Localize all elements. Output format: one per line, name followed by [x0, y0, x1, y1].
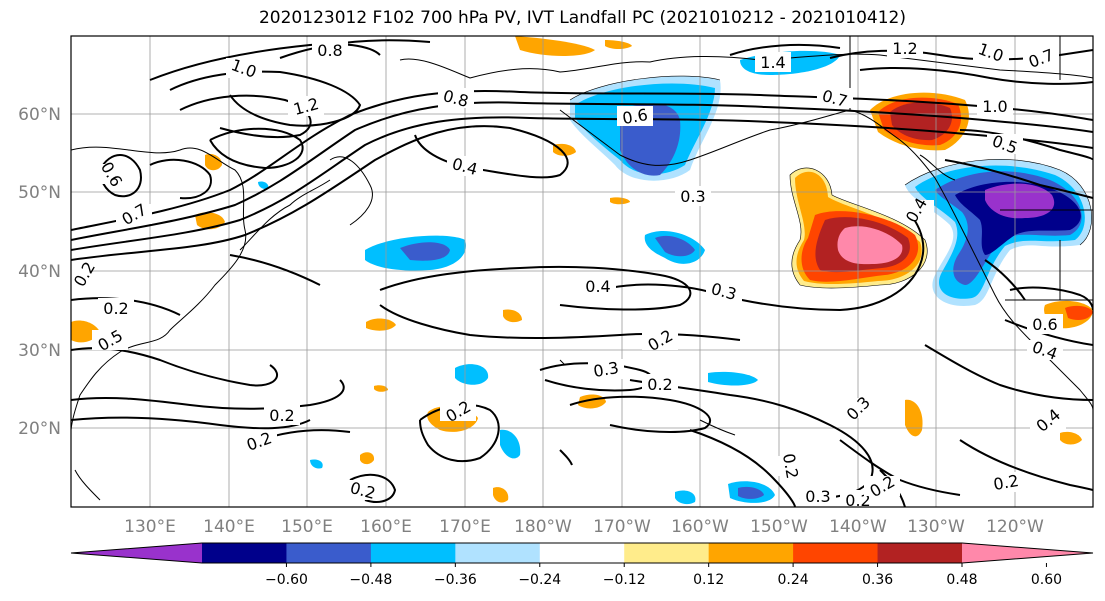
shaded-anomaly-layer [71, 36, 1093, 505]
positive-anomaly-region [610, 197, 630, 205]
colorbar-segment [455, 543, 541, 563]
longitude-label: 150°W [750, 517, 808, 537]
colorbar-tick-label: 0.36 [862, 572, 893, 588]
map-frame [70, 35, 1094, 508]
colorbar-extend-high [962, 543, 1093, 563]
latitude-label: 60°N [18, 105, 61, 125]
contour-label: 1.0 [982, 97, 1007, 116]
colorbar-segment [793, 543, 879, 563]
contour-label: 0.2 [269, 406, 294, 425]
latitude-label: 40°N [18, 262, 61, 282]
colorbar-segment [539, 543, 625, 563]
positive-anomaly-region [837, 226, 903, 265]
negative-anomaly-region [708, 371, 758, 386]
longitude-label: 140°E [203, 517, 255, 537]
contour-label: 0.6 [97, 158, 126, 190]
positive-anomaly-region [374, 385, 388, 392]
colorbar-tick-label: 0.12 [693, 572, 724, 588]
colorbar: −0.60 −0.48 −0.36 −0.24 −0.12 0.12 0.24 0.36 0.4… [70, 542, 1094, 588]
contour-label: 0.2 [779, 452, 802, 480]
contour-label: 0.2 [70, 258, 99, 290]
positive-anomaly-region [360, 452, 375, 465]
negative-anomaly-region [675, 490, 696, 505]
contour-label: 0.4 [585, 277, 610, 296]
colorbar-tick-label: −0.12 [603, 572, 646, 588]
positive-anomaly-region [503, 309, 522, 323]
contour-label: 0.8 [317, 41, 342, 60]
longitude-label: 130°E [124, 517, 176, 537]
contour-label: 0.6 [1032, 315, 1057, 334]
colorbar-tick-label: −0.48 [349, 572, 392, 588]
colorbar-tick-label: 0.60 [1031, 572, 1062, 588]
contour-label: 1.2 [892, 39, 917, 58]
latitude-axis: 60°N 50°N 40°N 30°N 20°N [18, 105, 61, 439]
negative-anomaly-region [455, 364, 489, 385]
coastlines [71, 36, 1093, 501]
contour-label: 0.2 [992, 471, 1020, 494]
longitude-label: 150°E [281, 517, 333, 537]
contour-label-group: 0.8 1.0 1.2 0.8 0.6 0.4 0.3 1.4 1.2 1.0 … [70, 38, 1066, 510]
contour-label: 0.4 [1032, 405, 1064, 436]
longitude-label: 160°E [360, 517, 412, 537]
positive-anomaly-region [493, 487, 509, 503]
colorbar-outline [70, 542, 1094, 564]
colorbar-segment [202, 543, 287, 563]
contour-label: 0.3 [680, 187, 705, 206]
negative-anomaly-region [310, 459, 323, 469]
colorbar-segment [370, 543, 456, 563]
colorbar-tick-label: −0.60 [265, 572, 308, 588]
contour-label: 0.3 [843, 393, 874, 424]
negative-anomaly-region [400, 242, 450, 261]
positive-anomaly-region [1060, 431, 1082, 445]
longitude-label: 130°W [907, 517, 965, 537]
contour-label: 1.4 [760, 53, 785, 72]
longitude-label: 140°W [829, 517, 887, 537]
colorbar-segment [708, 543, 794, 563]
colorbar-tick-label: 0.48 [946, 572, 977, 588]
contour-label: 0.3 [805, 487, 830, 506]
contour-label: 0.3 [592, 358, 620, 381]
positive-anomaly-region [515, 36, 595, 56]
negative-anomaly-region [258, 181, 269, 190]
latitude-label: 50°N [18, 183, 61, 203]
colorbar-segment [624, 543, 710, 563]
colorbar-extend-low [71, 543, 202, 563]
colorbar-tick-label: −0.24 [518, 572, 561, 588]
positive-anomaly-region [605, 40, 632, 49]
longitude-label: 170°W [593, 517, 651, 537]
negative-anomaly-region [655, 235, 695, 257]
longitude-label: 120°W [986, 517, 1044, 537]
positive-anomaly-region [366, 318, 396, 331]
contour-label: 0.2 [647, 375, 672, 394]
negative-anomaly-region [738, 486, 764, 499]
contour-label: 0.6 [621, 105, 649, 128]
contour-label: 0.2 [103, 299, 128, 318]
longitude-label: 180°W [514, 517, 572, 537]
longitude-label: 160°W [671, 517, 729, 537]
latitude-label: 30°N [18, 341, 61, 361]
positive-anomaly-region [1065, 305, 1093, 320]
colorbar-tick-label: −0.36 [434, 572, 477, 588]
colorbar-segment [286, 543, 372, 563]
positive-anomaly-region [905, 399, 923, 437]
negative-anomaly-region [500, 429, 521, 459]
colorbar-segment [877, 543, 963, 563]
longitude-axis: 130°E 140°E 150°E 160°E 170°E 180°W 170°… [124, 517, 1044, 537]
longitude-label: 170°E [439, 517, 491, 537]
positive-anomaly-region [205, 154, 222, 171]
colorbar-tick-label: 0.24 [778, 572, 809, 588]
pv-contours [71, 39, 1093, 507]
map-title: 2020123012 F102 700 hPa PV, IVT Landfall… [258, 8, 906, 28]
latitude-label: 20°N [18, 419, 61, 439]
positive-anomaly-region [553, 143, 576, 156]
